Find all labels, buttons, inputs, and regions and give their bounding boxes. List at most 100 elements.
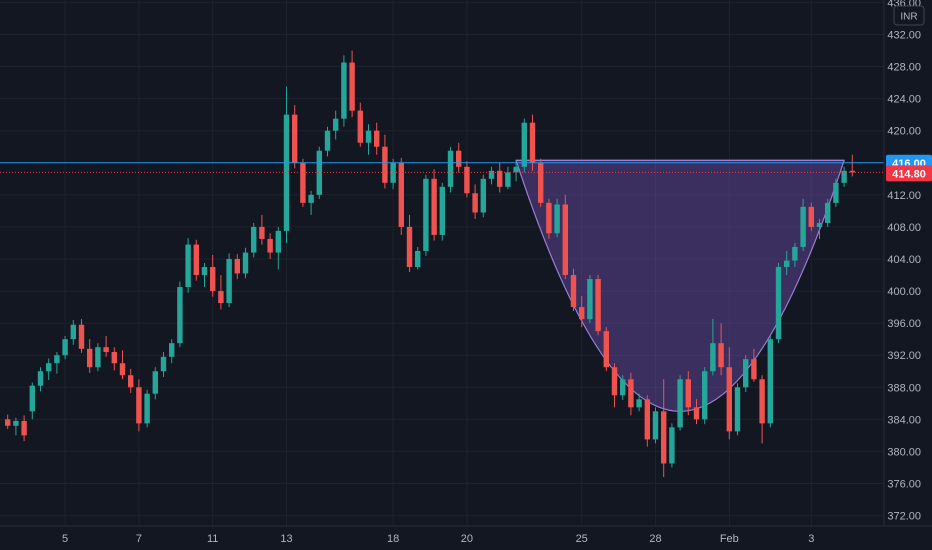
candle[interactable] [669,423,675,468]
candle[interactable] [529,114,536,171]
candle[interactable] [652,407,659,444]
candle[interactable] [595,275,601,336]
candle[interactable] [833,178,839,207]
candle[interactable] [21,415,27,442]
candle[interactable] [685,371,691,416]
candle[interactable] [365,124,372,155]
candle[interactable] [456,142,462,173]
candle[interactable] [505,166,511,190]
candle[interactable] [111,347,117,371]
candle[interactable] [70,319,76,345]
candle[interactable] [13,417,19,436]
candle[interactable] [644,395,650,447]
candle[interactable] [242,247,249,279]
candle[interactable] [46,358,52,381]
candle[interactable] [324,126,331,157]
candle[interactable] [800,198,806,251]
candle[interactable] [726,347,732,440]
candle[interactable] [292,105,298,169]
candle[interactable] [464,161,470,198]
candle[interactable] [308,190,314,215]
candle[interactable] [29,382,35,420]
candle[interactable] [201,263,208,288]
candle[interactable] [152,367,158,400]
candle[interactable] [792,242,798,268]
candle[interactable] [767,335,773,428]
candle[interactable] [488,166,495,185]
candle[interactable] [423,174,429,256]
candle[interactable] [718,323,724,376]
candle[interactable] [570,268,577,312]
candle[interactable] [267,233,273,259]
candle[interactable] [87,339,93,373]
candle[interactable] [521,118,527,173]
candle[interactable] [620,375,626,401]
candle[interactable] [210,254,216,297]
candle[interactable] [661,379,667,478]
candle[interactable] [816,218,823,239]
candle[interactable] [144,389,150,428]
candle[interactable] [497,162,503,193]
candle[interactable] [382,134,388,189]
candle[interactable] [103,335,109,357]
candle[interactable] [743,355,749,393]
candle[interactable] [169,339,175,364]
candle[interactable] [538,158,544,207]
candle[interactable] [316,146,322,199]
candle[interactable] [193,239,199,281]
candle[interactable] [333,110,339,140]
candle[interactable] [677,375,683,431]
candle[interactable] [480,174,486,218]
candle[interactable] [54,352,60,374]
candle[interactable] [611,363,618,408]
candle[interactable] [751,348,757,382]
candle[interactable] [628,372,634,416]
candle[interactable] [784,250,790,276]
candle[interactable] [398,157,404,235]
candle[interactable] [562,194,568,280]
candle[interactable] [603,327,609,372]
candle[interactable] [406,214,413,272]
candle[interactable] [37,367,44,392]
cup-pattern-shape[interactable] [515,159,845,412]
candle[interactable] [160,352,167,377]
candle[interactable] [415,246,421,270]
candle[interactable] [374,122,380,155]
candle[interactable] [775,263,782,344]
candle[interactable] [234,254,240,280]
candle[interactable] [554,198,560,238]
candle[interactable] [185,238,191,293]
candle[interactable] [5,414,11,429]
candle[interactable] [587,275,593,324]
candle[interactable] [78,319,85,353]
currency-badge[interactable]: INR [893,5,925,26]
candle[interactable] [300,158,306,207]
candle[interactable] [439,182,445,241]
time-axis[interactable]: 5 7 11 13 18 20 25 28 Feb 3 [62,533,814,545]
candle[interactable] [341,55,347,127]
candle[interactable] [513,160,519,182]
candle[interactable] [95,343,101,372]
candle[interactable] [119,350,126,380]
candle[interactable] [259,214,265,245]
candles[interactable] [5,50,855,478]
candle[interactable] [759,375,765,444]
candle[interactable] [128,368,134,393]
candle[interactable] [226,253,232,308]
cup-pattern[interactable] [515,159,845,412]
candle[interactable] [357,102,363,147]
candle[interactable] [177,281,183,348]
candle[interactable] [710,319,716,376]
candle[interactable] [636,393,642,412]
candle[interactable] [218,275,224,310]
candle[interactable] [579,295,585,328]
candle[interactable] [447,146,454,193]
candle[interactable] [702,367,708,425]
candle[interactable] [349,50,355,118]
candle[interactable] [546,198,552,239]
candle[interactable] [251,222,257,258]
candle[interactable] [825,198,831,227]
candle[interactable] [136,379,142,432]
